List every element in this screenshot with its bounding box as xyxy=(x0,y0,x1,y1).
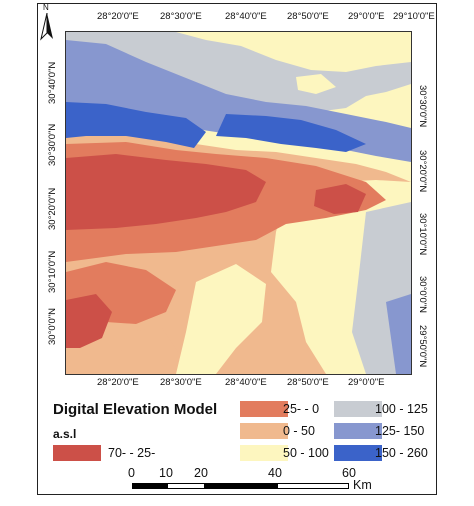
top-lon-label: 29°0'0"E xyxy=(348,11,385,22)
right-lat-label: 29°50'0"N xyxy=(417,325,428,368)
scale-tick-label: 10 xyxy=(159,466,173,480)
legend-swatch xyxy=(240,401,288,417)
right-lat-label: 30°10'0"N xyxy=(417,213,428,256)
bottom-lon-label: 28°50'0"E xyxy=(287,377,329,388)
legend-title: Digital Elevation Model xyxy=(53,401,218,418)
right-lat-label: 30°20'0"N xyxy=(417,150,428,193)
right-lat-label: 30°0'0"N xyxy=(417,276,428,313)
legend-subtitle: a.s.l xyxy=(53,427,77,441)
legend-label: 0 - 50 xyxy=(283,424,315,438)
top-lon-label: 28°50'0"E xyxy=(287,11,329,22)
bottom-lon-label: 28°40'0"E xyxy=(225,377,267,388)
north-letter: N xyxy=(43,3,49,12)
top-lon-label: 28°20'0"E xyxy=(97,11,139,22)
scale-tick-label: 40 xyxy=(268,466,282,480)
top-lon-label: 28°40'0"E xyxy=(225,11,267,22)
legend-label: 125- 150 xyxy=(375,424,425,438)
scale-bar-segment xyxy=(133,484,168,488)
scale-bar-segment xyxy=(204,484,278,488)
top-lon-label: 29°10'0"E xyxy=(393,11,435,22)
legend-label: 50 - 100 xyxy=(283,446,329,460)
legend-swatch xyxy=(334,423,382,439)
dem-raster xyxy=(66,32,411,374)
left-lat-label: 30°20'0"N xyxy=(47,187,58,230)
left-lat-label: 30°10'0"N xyxy=(47,250,58,293)
bottom-lon-label: 28°30'0"E xyxy=(160,377,202,388)
scale-tick-label: 20 xyxy=(194,466,208,480)
bottom-lon-label: 28°20'0"E xyxy=(97,377,139,388)
north-arrow-icon xyxy=(40,13,53,41)
legend-label: 100 - 125 xyxy=(375,402,428,416)
legend-swatch xyxy=(334,401,382,417)
right-lat-label: 30°30'0"N xyxy=(417,85,428,128)
legend-swatch xyxy=(240,445,288,461)
bottom-lon-label: 29°0'0"E xyxy=(348,377,385,388)
left-lat-label: 30°30'0"N xyxy=(47,123,58,166)
legend-swatch xyxy=(240,423,288,439)
legend-label: 70- - 25- xyxy=(108,446,156,460)
legend-label: 25- - 0 xyxy=(283,402,320,416)
legend-label: 150 - 260 xyxy=(375,446,428,460)
north-arrow: N xyxy=(40,4,54,44)
scale-units: Km xyxy=(353,478,372,492)
scale-tick-label: 0 xyxy=(128,466,135,480)
legend-swatch xyxy=(53,445,101,461)
top-lon-label: 28°30'0"E xyxy=(160,11,202,22)
left-lat-label: 30°40'0"N xyxy=(47,61,58,104)
legend-swatch xyxy=(334,445,382,461)
left-lat-label: 30°0'0"N xyxy=(47,308,58,345)
scale-bar xyxy=(132,483,349,489)
scale-tick-label: 60 xyxy=(342,466,356,480)
dem-map[interactable] xyxy=(65,31,412,375)
